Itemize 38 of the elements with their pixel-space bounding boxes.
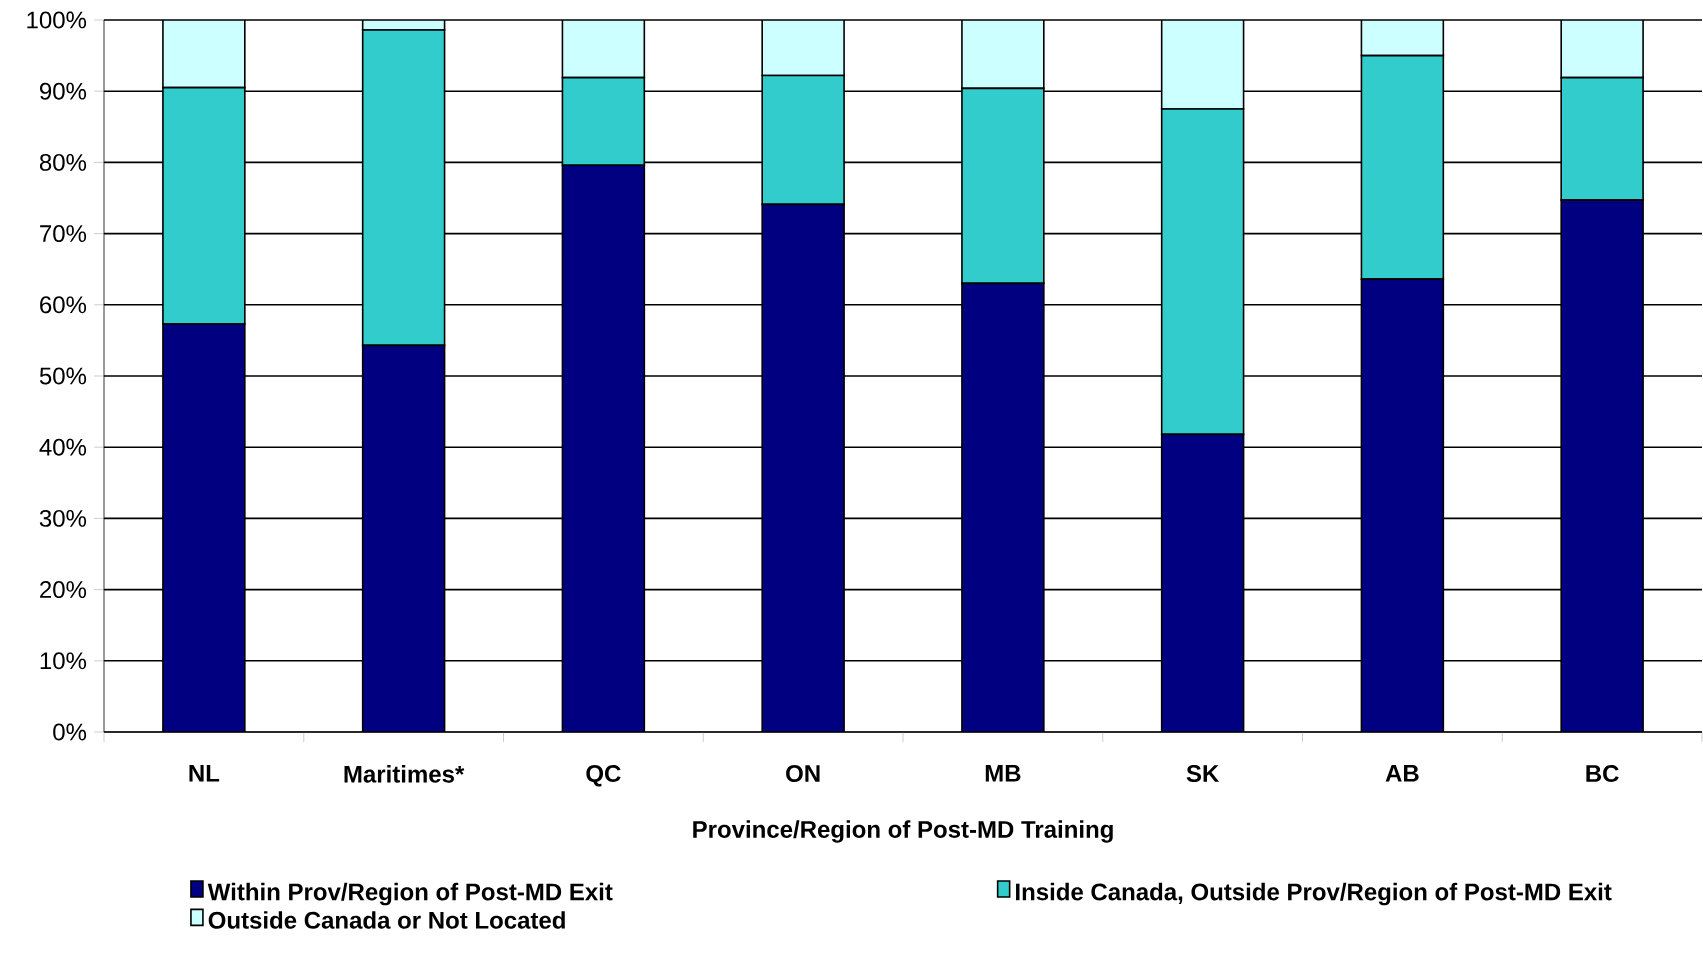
x-tick-label: Maritimes*: [344, 765, 465, 783]
bar: [1560, 19, 1644, 79]
y-tick-label: 40%: [39, 438, 87, 456]
y-tick-label: 90%: [40, 82, 87, 100]
bar: [1360, 19, 1445, 57]
x-tick-label: AB: [1385, 765, 1419, 782]
bar: [162, 323, 246, 732]
bar: [961, 19, 1045, 90]
bar: [961, 282, 1045, 732]
x-tick-label: ON: [786, 765, 820, 783]
x-tick-label: NL: [189, 765, 220, 782]
x-tick-label: BC: [1586, 765, 1619, 783]
legend-label: Within Prov/Region of Post-MD Exit: [207, 882, 613, 906]
x-tick-label: SK: [1186, 765, 1220, 783]
legend-label: Inside Canada, Outside Prov/Region of Post-MD Exit: [1016, 882, 1612, 906]
y-tick-label: 10%: [40, 652, 87, 670]
y-tick-label: 60%: [40, 296, 87, 314]
y-tick-label: 0%: [53, 723, 87, 741]
legend-label: Outside Canada or Not Located: [208, 911, 565, 929]
y-tick-label: 100%: [27, 11, 87, 29]
bar: [761, 19, 845, 77]
bar: [1160, 19, 1245, 110]
y-tick-label: 20%: [40, 581, 87, 599]
y-tick-label: 80%: [39, 153, 87, 171]
x-tick-label: MB: [985, 765, 1021, 782]
bar: [561, 164, 646, 732]
bar: [1360, 278, 1445, 732]
bar: [561, 19, 646, 79]
y-tick-label: 30%: [39, 509, 87, 527]
y-tick-label: 70%: [40, 225, 87, 243]
bar: [1560, 199, 1644, 732]
bar: [1160, 433, 1245, 732]
bar: [361, 344, 446, 732]
bar: [761, 203, 845, 732]
x-tick-label: QC: [586, 765, 621, 787]
x-axis-title: Province/Region of Post-MD Training: [693, 820, 1113, 843]
bar: [162, 19, 246, 89]
y-tick-label: 50%: [39, 367, 87, 385]
